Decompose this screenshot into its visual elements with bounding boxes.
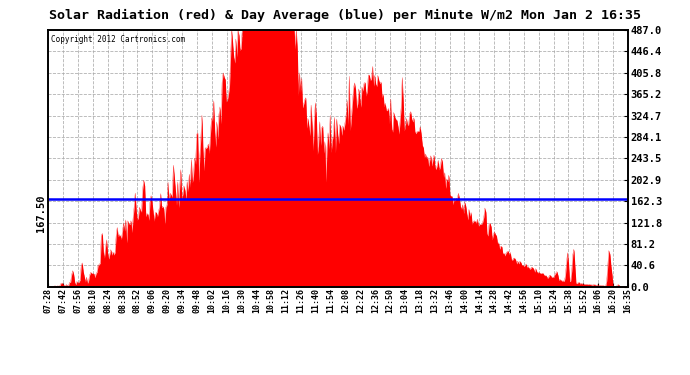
Text: Solar Radiation (red) & Day Average (blue) per Minute W/m2 Mon Jan 2 16:35: Solar Radiation (red) & Day Average (blu… [49, 9, 641, 22]
Text: Copyright 2012 Cartronics.com: Copyright 2012 Cartronics.com [51, 35, 186, 44]
